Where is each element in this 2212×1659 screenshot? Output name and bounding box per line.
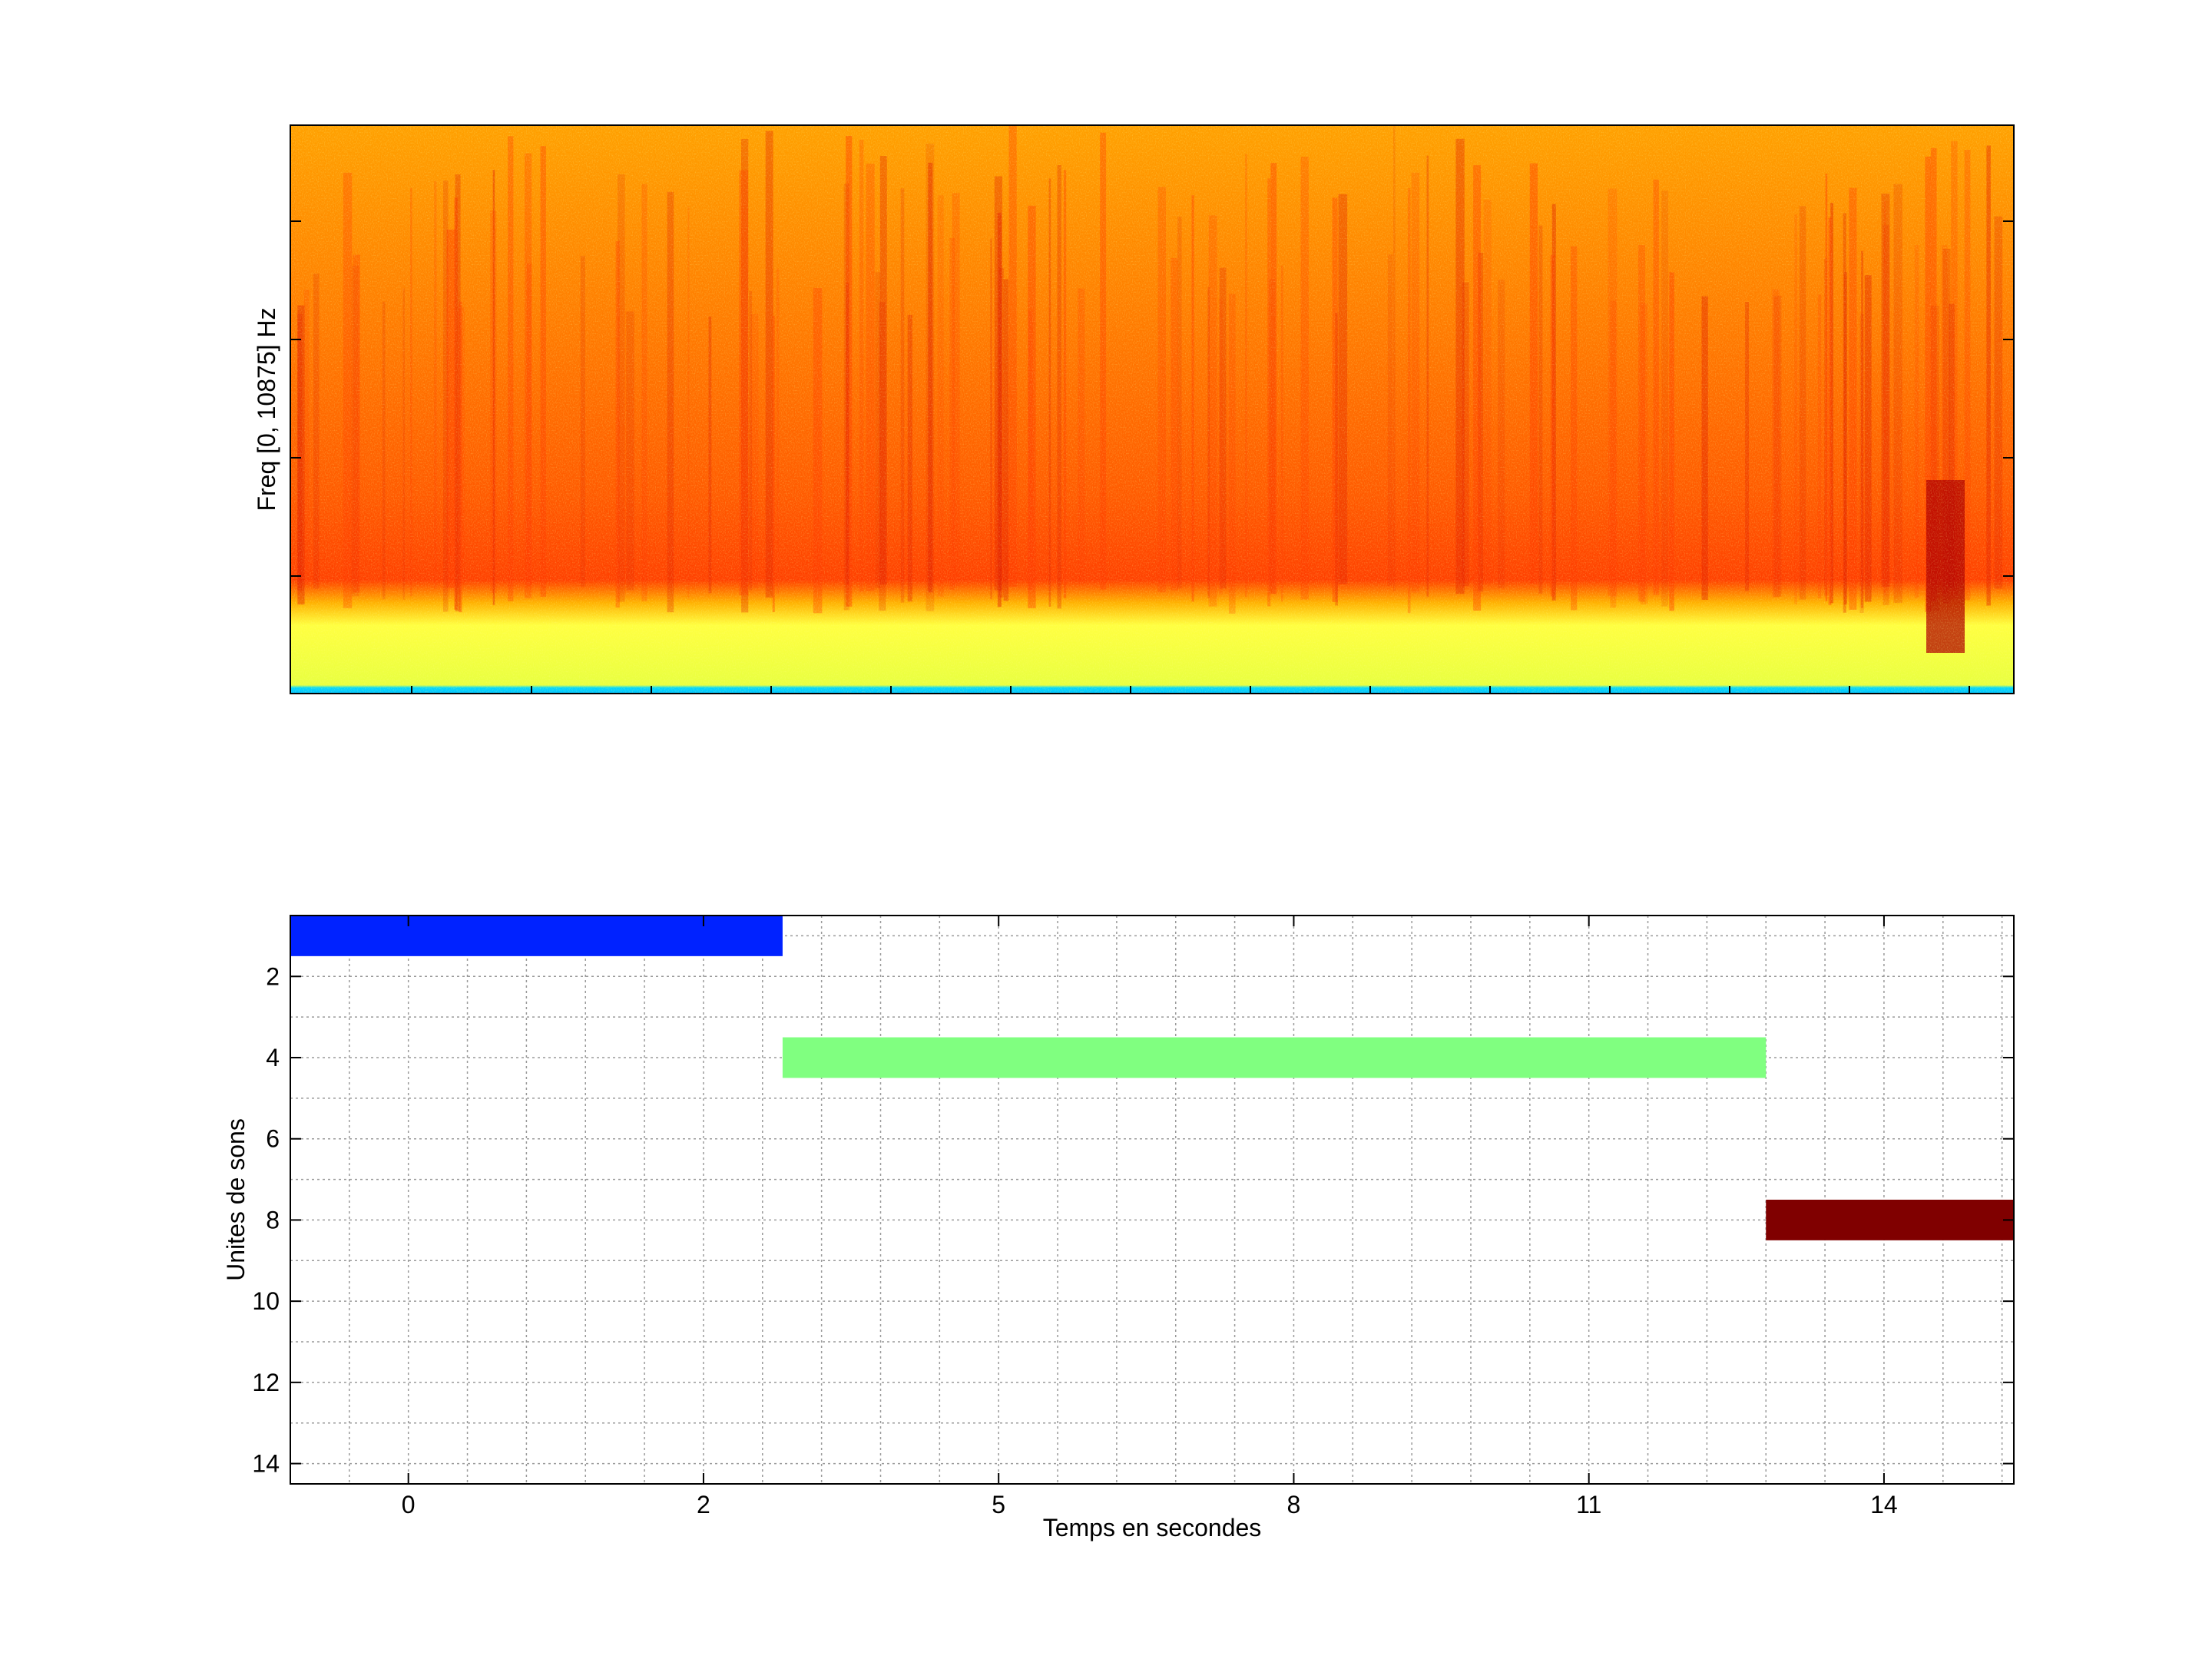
x-axis-label: Temps en secondes [1043, 1514, 1262, 1541]
x-tick-label: 8 [1287, 1491, 1301, 1518]
segment-bar-unit-8 [1766, 1200, 2014, 1240]
x-tick-labels: 0 2 5 8 11 14 [402, 1491, 1898, 1518]
y-axis-label: Unites de sons [222, 1118, 250, 1281]
segment-bar-unit-4 [782, 1037, 1767, 1078]
x-tick-label: 14 [1870, 1491, 1898, 1518]
y-tick-label: 10 [252, 1287, 280, 1315]
x-tick-label: 2 [697, 1491, 710, 1518]
x-tick-label: 11 [1576, 1491, 1601, 1518]
x-tick-label: 0 [402, 1491, 416, 1518]
spectrogram-noise [290, 125, 2014, 694]
segment-bars [290, 916, 2014, 1240]
spectrogram-ticks [290, 220, 2014, 694]
plot-frame [290, 915, 2015, 1485]
y-tick-label: 12 [252, 1369, 280, 1396]
sound-units-panel: 0 2 5 8 11 14 2 4 6 8 10 12 14 Temps en secondes Un… [222, 915, 2015, 1541]
spectrogram-y-axis-label: Freq [0, 10875] Hz [253, 307, 280, 511]
y-tick-label: 4 [266, 1044, 280, 1071]
grid [290, 916, 2014, 1484]
y-tick-label: 2 [266, 962, 280, 990]
y-tick-labels: 2 4 6 8 10 12 14 [252, 962, 280, 1477]
spectrogram-panel: Freq [0, 10875] Hz [253, 124, 2015, 694]
y-tick-label: 14 [252, 1450, 280, 1478]
spectrogram-frame [290, 124, 2015, 694]
plot-area [290, 916, 2014, 1484]
segment-bar-unit-1 [290, 916, 783, 956]
y-tick-label: 6 [266, 1125, 280, 1153]
axis-ticks [290, 916, 2014, 1484]
y-tick-label: 8 [266, 1206, 280, 1233]
x-tick-label: 5 [992, 1491, 1005, 1518]
